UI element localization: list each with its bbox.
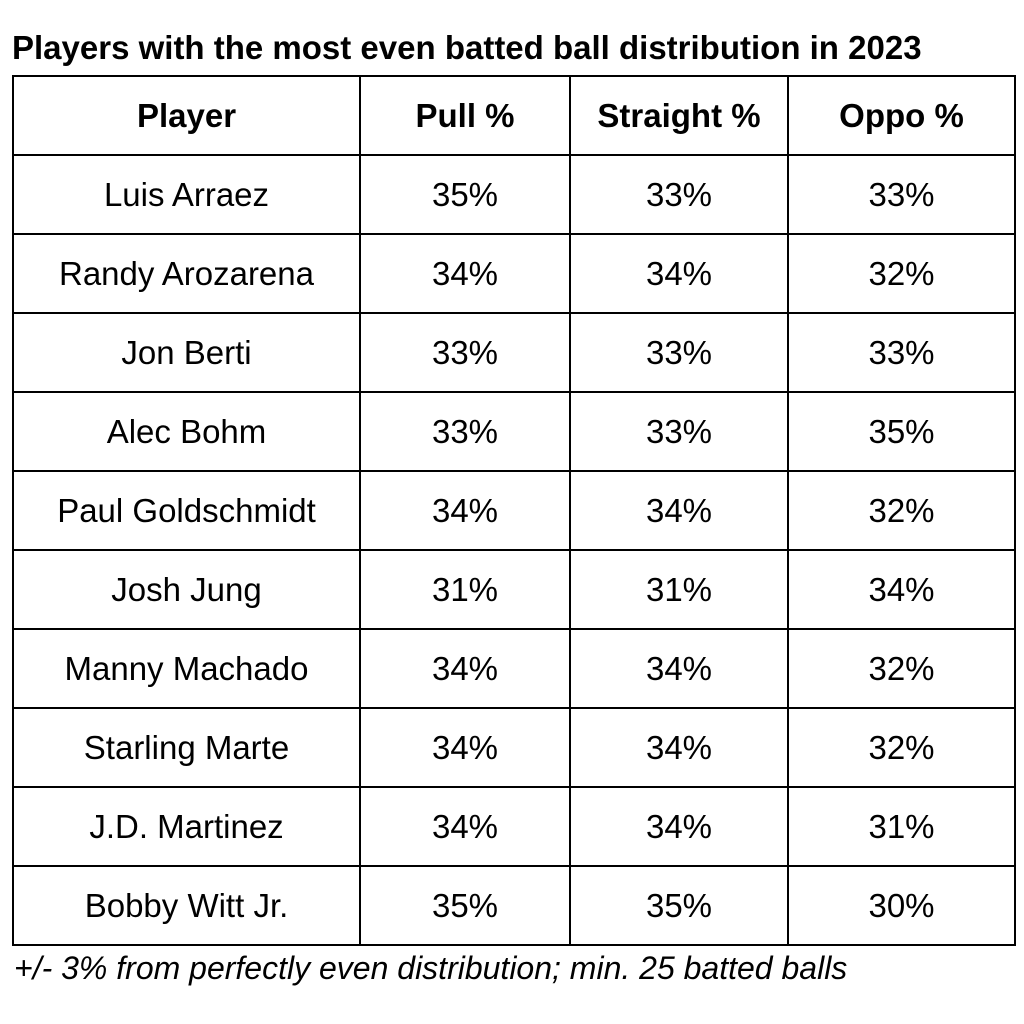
cell-pull: 33% <box>359 312 571 393</box>
cell-oppo: 33% <box>787 154 1016 235</box>
cell-oppo: 31% <box>787 786 1016 867</box>
column-header-straight: Straight % <box>569 75 789 156</box>
cell-oppo: 35% <box>787 391 1016 472</box>
cell-oppo: 32% <box>787 707 1016 788</box>
cell-straight: 34% <box>569 707 789 788</box>
cell-pull: 34% <box>359 707 571 788</box>
table-row: Alec Bohm 33% 33% 35% <box>12 391 1016 472</box>
cell-oppo: 32% <box>787 470 1016 551</box>
cell-player: Bobby Witt Jr. <box>12 865 361 946</box>
cell-player: Luis Arraez <box>12 154 361 235</box>
cell-pull: 34% <box>359 470 571 551</box>
cell-straight: 31% <box>569 549 789 630</box>
cell-player: Starling Marte <box>12 707 361 788</box>
column-header-pull: Pull % <box>359 75 571 156</box>
table-row: Luis Arraez 35% 33% 33% <box>12 154 1016 235</box>
table-row: Starling Marte 34% 34% 32% <box>12 707 1016 788</box>
cell-pull: 34% <box>359 628 571 709</box>
cell-straight: 33% <box>569 391 789 472</box>
table-row: Jon Berti 33% 33% 33% <box>12 312 1016 393</box>
cell-straight: 33% <box>569 312 789 393</box>
cell-player: J.D. Martinez <box>12 786 361 867</box>
column-header-player: Player <box>12 75 361 156</box>
cell-straight: 33% <box>569 154 789 235</box>
cell-player: Paul Goldschmidt <box>12 470 361 551</box>
cell-straight: 35% <box>569 865 789 946</box>
table-row: Paul Goldschmidt 34% 34% 32% <box>12 470 1016 551</box>
cell-pull: 31% <box>359 549 571 630</box>
cell-player: Manny Machado <box>12 628 361 709</box>
cell-pull: 35% <box>359 865 571 946</box>
cell-pull: 34% <box>359 786 571 867</box>
data-table: Player Pull % Straight % Oppo % Luis Arr… <box>12 75 1016 946</box>
table-row: Manny Machado 34% 34% 32% <box>12 628 1016 709</box>
cell-oppo: 32% <box>787 628 1016 709</box>
column-header-oppo: Oppo % <box>787 75 1016 156</box>
page-title: Players with the most even batted ball d… <box>12 29 922 66</box>
cell-oppo: 30% <box>787 865 1016 946</box>
cell-straight: 34% <box>569 470 789 551</box>
table-row: Bobby Witt Jr. 35% 35% 30% <box>12 865 1016 946</box>
table-header-row: Player Pull % Straight % Oppo % <box>12 75 1016 156</box>
cell-oppo: 33% <box>787 312 1016 393</box>
cell-player: Josh Jung <box>12 549 361 630</box>
table-row: Josh Jung 31% 31% 34% <box>12 549 1016 630</box>
cell-pull: 33% <box>359 391 571 472</box>
cell-straight: 34% <box>569 628 789 709</box>
cell-oppo: 32% <box>787 233 1016 314</box>
table-row: J.D. Martinez 34% 34% 31% <box>12 786 1016 867</box>
cell-pull: 35% <box>359 154 571 235</box>
cell-player: Jon Berti <box>12 312 361 393</box>
footnote: +/- 3% from perfectly even distribution;… <box>14 950 848 986</box>
cell-pull: 34% <box>359 233 571 314</box>
cell-player: Alec Bohm <box>12 391 361 472</box>
cell-oppo: 34% <box>787 549 1016 630</box>
cell-straight: 34% <box>569 233 789 314</box>
table-row: Randy Arozarena 34% 34% 32% <box>12 233 1016 314</box>
cell-player: Randy Arozarena <box>12 233 361 314</box>
cell-straight: 34% <box>569 786 789 867</box>
